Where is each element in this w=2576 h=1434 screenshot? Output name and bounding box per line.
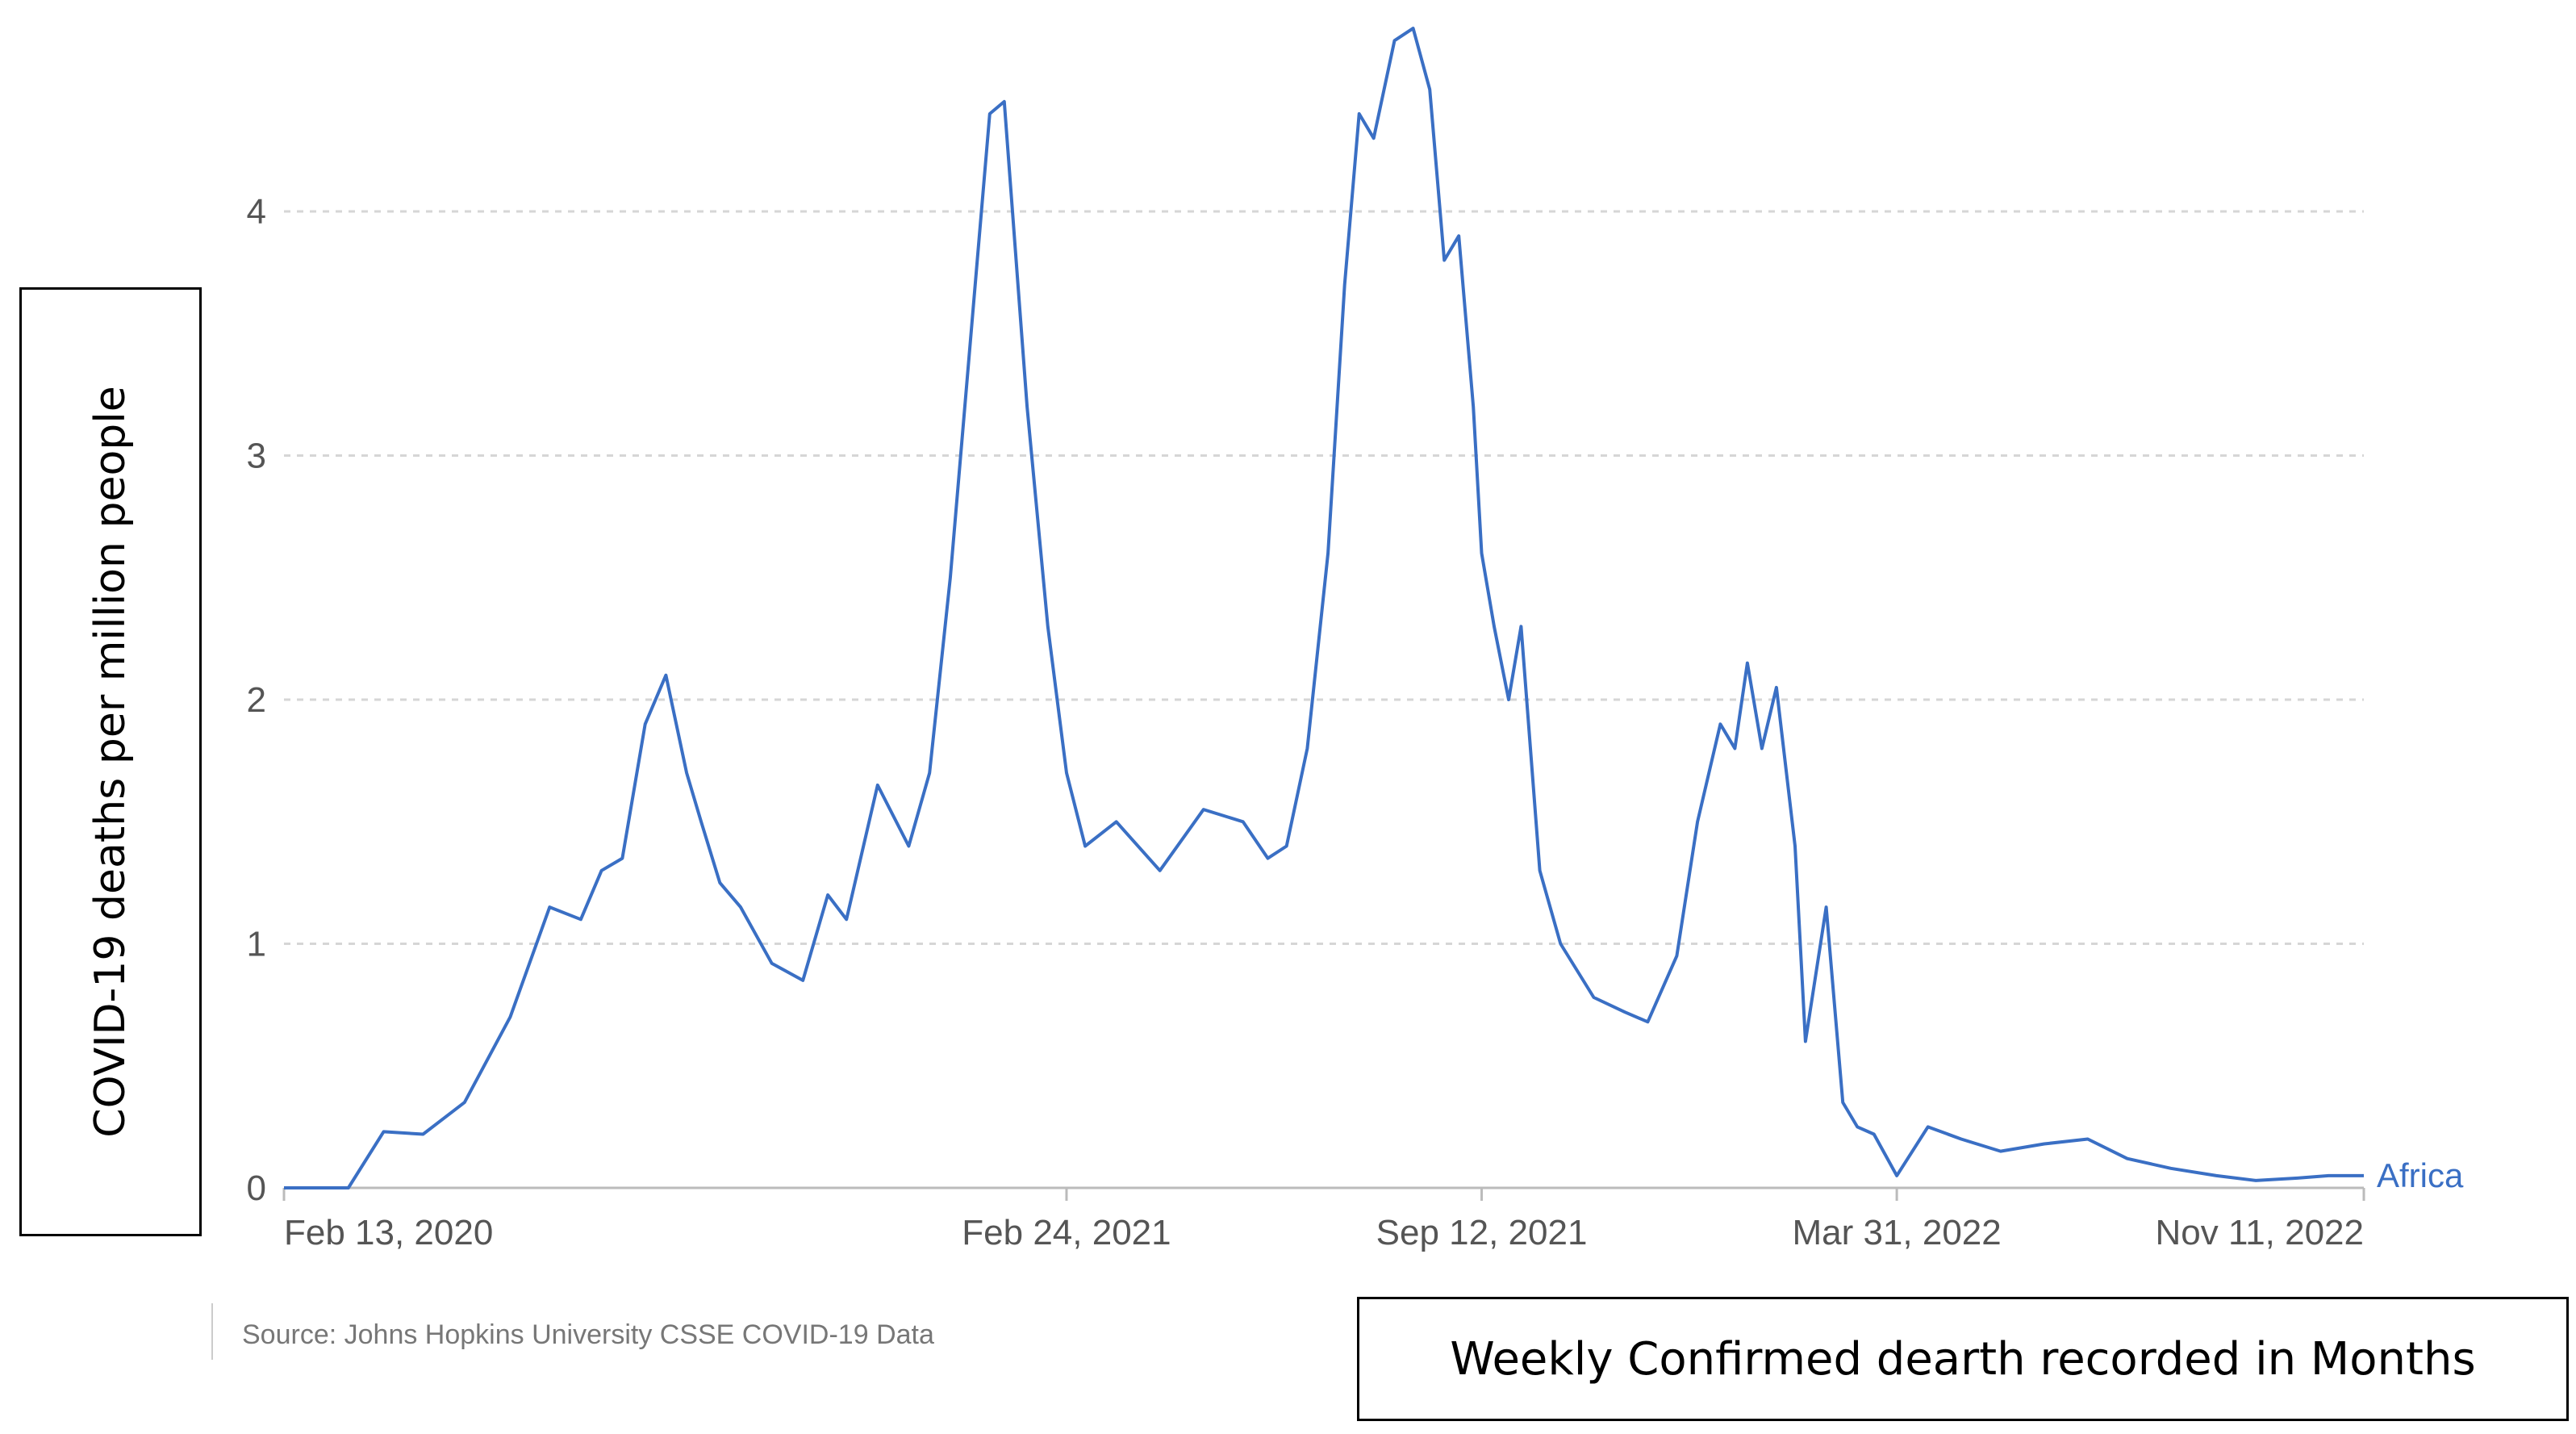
- source-note: Source: Johns Hopkins University CSSE CO…: [242, 1319, 934, 1350]
- x-tick-label: Feb 13, 2020: [284, 1213, 493, 1252]
- series-layer: Africa: [284, 27, 2464, 1194]
- y-tick-label: 2: [247, 680, 266, 720]
- series-label: Africa: [2377, 1156, 2464, 1194]
- y-axis-ticks: 0 1 2 3 4: [247, 192, 266, 1208]
- x-axis-ticks: Feb 13, 2020 Feb 24, 2021 Sep 12, 2021 Mar …: [282, 1188, 2365, 1252]
- x-tick-label: Nov 11, 2022: [2156, 1213, 2364, 1252]
- x-tick-label: Sep 12, 2021: [1376, 1213, 1588, 1252]
- gridlines: [284, 210, 2364, 945]
- y-tick-label: 4: [247, 192, 266, 232]
- y-axis-label: COVID-19 deaths per million people: [86, 386, 135, 1138]
- y-tick-label: 1: [247, 925, 266, 964]
- series-line-africa: [284, 27, 2364, 1189]
- x-axis-label-box: Weekly Confirmed dearth recorded in Mont…: [1357, 1297, 2569, 1421]
- source-divider: [211, 1303, 213, 1360]
- x-tick-label: Mar 31, 2022: [1792, 1213, 2001, 1252]
- y-tick-label: 0: [247, 1169, 266, 1208]
- y-axis-label-box: COVID-19 deaths per million people: [19, 287, 202, 1236]
- y-tick-label: 3: [247, 437, 266, 476]
- x-tick-label: Feb 24, 2021: [962, 1213, 1171, 1252]
- x-axis-label: Weekly Confirmed dearth recorded in Mont…: [1450, 1332, 2476, 1386]
